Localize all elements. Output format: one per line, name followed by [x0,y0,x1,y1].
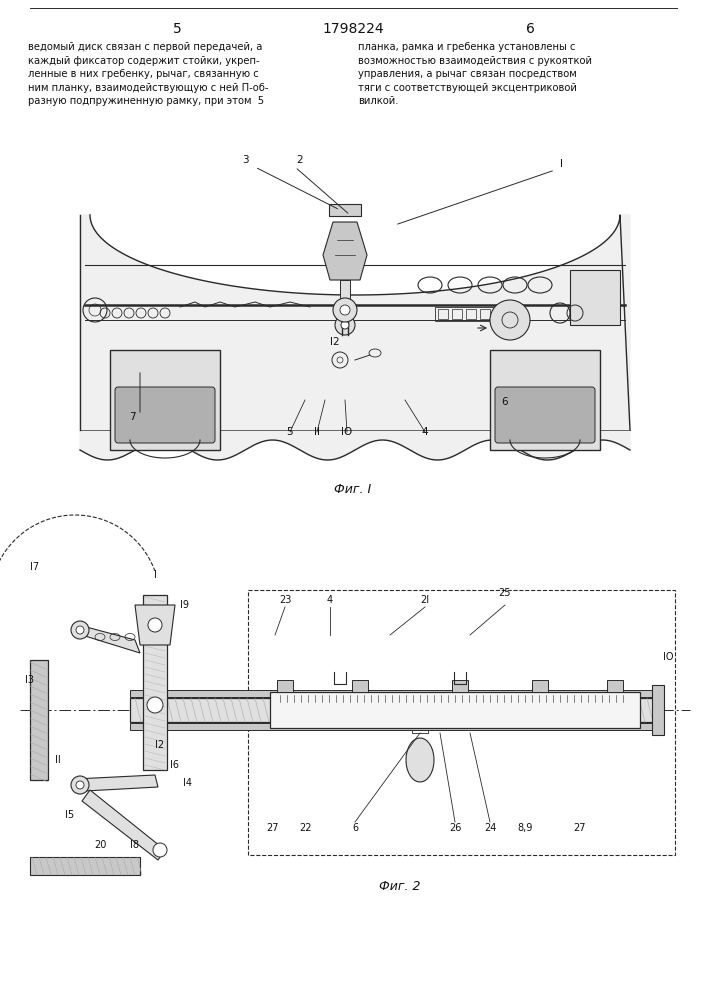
Bar [435,307,515,321]
Circle shape [490,300,530,340]
Text: I2: I2 [156,740,165,750]
Text: 4: 4 [421,427,428,437]
Text: I9: I9 [180,600,189,610]
Bar [329,204,361,216]
Bar [466,309,476,319]
Text: I3: I3 [25,675,35,685]
Bar [452,309,462,319]
Text: 20: 20 [94,840,106,850]
Text: Фиг. I: Фиг. I [334,483,372,496]
Text: 1798224: 1798224 [322,22,384,36]
FancyBboxPatch shape [495,387,595,443]
Text: 6: 6 [352,823,358,833]
Text: ведомый диск связан с первой передачей, а
каждый фиксатор содержит стойки, укреп: ведомый диск связан с первой передачей, … [28,42,269,106]
Text: 8,9: 8,9 [518,823,532,833]
Text: I4: I4 [184,778,192,788]
Text: 26: 26 [449,823,461,833]
Bar [130,723,660,730]
Text: 2I: 2I [421,595,430,605]
Bar [494,309,504,319]
Bar [352,680,368,692]
Bar [248,590,675,855]
Text: 23: 23 [279,595,291,605]
Text: IO: IO [341,427,353,437]
Text: 22: 22 [300,823,312,833]
Polygon shape [323,222,367,280]
Bar [452,680,468,692]
Circle shape [76,626,84,634]
Text: 3: 3 [242,155,248,165]
Polygon shape [135,605,175,645]
Polygon shape [75,775,158,791]
Polygon shape [75,624,140,653]
Bar [652,685,664,735]
Bar [607,680,623,692]
Text: 27: 27 [574,823,586,833]
Bar [480,309,490,319]
Text: I2: I2 [330,337,340,347]
Text: IO: IO [662,652,673,662]
Circle shape [153,843,167,857]
Polygon shape [80,215,630,460]
Text: I: I [153,570,156,580]
Bar [130,698,660,722]
Text: Фиг. 2: Фиг. 2 [379,880,421,893]
Circle shape [340,305,350,315]
Circle shape [76,781,84,789]
Text: 6: 6 [502,397,508,407]
Text: планка, рамка и гребенка установлены с
возможностью взаимодействия с рукояткой
у: планка, рамка и гребенка установлены с в… [358,42,592,106]
Text: 5: 5 [286,427,293,437]
Text: I: I [560,159,563,169]
Text: I6: I6 [170,760,180,770]
Bar [143,595,167,770]
Circle shape [148,618,162,632]
Bar [532,680,548,692]
Polygon shape [406,738,434,782]
Circle shape [71,776,89,794]
Circle shape [147,697,163,713]
Text: 2: 2 [297,155,303,165]
Bar [277,680,293,692]
Text: 4: 4 [327,595,333,605]
Circle shape [341,321,349,329]
Bar [270,692,640,728]
Text: 24: 24 [484,823,496,833]
Bar [30,660,48,780]
Text: II: II [314,427,320,437]
Bar [110,350,220,450]
Bar [570,270,620,325]
FancyBboxPatch shape [115,387,215,443]
Text: II: II [55,755,61,765]
Bar [130,690,660,697]
Text: 27: 27 [267,823,279,833]
Text: 5: 5 [173,22,182,36]
Circle shape [335,315,355,335]
Polygon shape [82,790,165,860]
Text: 6: 6 [525,22,534,36]
Text: 7: 7 [129,412,135,422]
Bar [490,350,600,450]
Text: I5: I5 [66,810,74,820]
Bar [30,857,140,875]
Text: I7: I7 [30,562,40,572]
Text: 25: 25 [498,588,511,598]
Circle shape [333,298,357,322]
Bar [340,280,350,320]
Circle shape [71,621,89,639]
Bar [438,309,448,319]
Text: I8: I8 [131,840,139,850]
